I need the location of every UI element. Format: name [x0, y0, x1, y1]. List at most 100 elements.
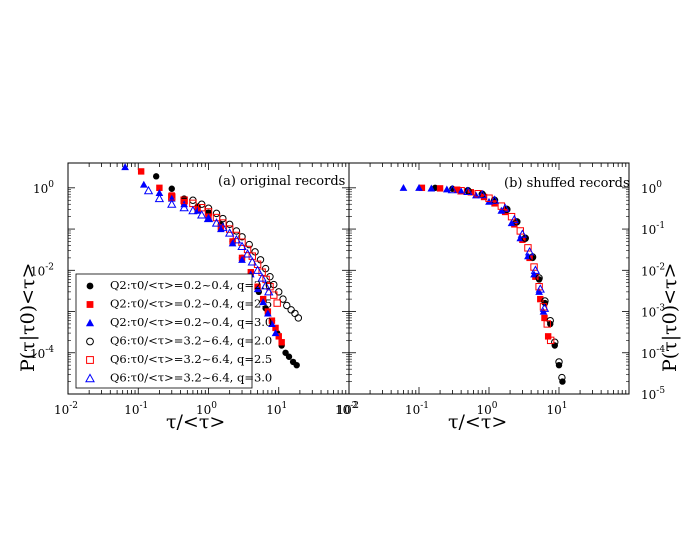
data-point [535, 283, 543, 291]
data-point [558, 373, 566, 382]
y-tick-label: 10-4 [641, 345, 665, 361]
panel-a-x-axis-label: τ/<τ> [166, 411, 225, 433]
data-point [273, 299, 281, 307]
x-tick-label: 10-2 [54, 401, 78, 417]
x-tick-label: 101 [546, 401, 567, 417]
legend-entry-label: Q6:τ0/<τ>=3.2~6.4, q=2.5 [110, 352, 272, 366]
data-point [535, 288, 543, 295]
data-point [219, 214, 227, 223]
data-point [530, 263, 538, 271]
panel-a-original-records: 10-2 10-1 100 101 102 100 10-2 10-4 (a) origin… [30, 162, 358, 417]
data-point [489, 195, 500, 204]
data-point [294, 314, 303, 322]
data-point [541, 297, 549, 305]
panel-a-y-axis-label: P(τ|τ0)<τ> [17, 263, 39, 372]
y-tick-label: 10-5 [641, 386, 665, 402]
data-point [275, 333, 282, 340]
data-point [218, 222, 228, 231]
y-tick-label: 10-3 [641, 304, 665, 320]
legend-marker [86, 356, 94, 364]
data-point [121, 163, 129, 171]
data-point [555, 358, 563, 366]
data-point [539, 303, 550, 312]
data-point [279, 295, 287, 303]
data-point [436, 185, 444, 192]
legend-entry-label: Q2:τ0/<τ>=0.2~0.4, q=3.0 [110, 315, 272, 329]
data-point [539, 303, 548, 311]
data-point [524, 246, 535, 256]
data-point [535, 274, 543, 282]
data-point [530, 265, 541, 274]
data-point [219, 219, 227, 227]
data-point [143, 185, 154, 195]
data-point [167, 199, 177, 208]
y-tick-label: 100 [33, 180, 54, 196]
data-point [252, 265, 263, 274]
x-tick-label: 10-1 [405, 401, 429, 417]
data-point [264, 309, 272, 317]
y-tick-label: 10-2 [30, 262, 54, 278]
data-point [477, 189, 487, 199]
data-point [541, 314, 548, 322]
data-point [535, 284, 545, 293]
data-point [427, 184, 436, 192]
x-tick-label: 102 [336, 401, 357, 417]
data-point [443, 185, 451, 193]
legend-marker [85, 373, 95, 383]
data-point [474, 190, 482, 198]
data-point [257, 273, 267, 282]
x-tick-label: 10-2 [335, 401, 359, 417]
legend-entry-label: Q2:τ0/<τ>=0.2~0.4, q=2.5 [110, 297, 272, 311]
panel-b-axis-ticks [348, 163, 630, 395]
panel-a-data-points [121, 163, 303, 369]
data-point [156, 184, 163, 192]
data-point [268, 320, 276, 328]
data-point [271, 329, 280, 337]
data-point [537, 295, 544, 303]
data-point [551, 338, 559, 346]
data-point [546, 336, 555, 345]
panel-b-frame [348, 162, 630, 395]
data-point [270, 280, 278, 289]
data-point [224, 228, 235, 237]
data-point [253, 285, 262, 293]
legend-entry-label: Q2:τ0/<τ>=0.2~0.4, q=2.0 [110, 278, 272, 292]
data-point [179, 202, 189, 212]
data-point [225, 220, 234, 229]
legend-entry-label: Q6:τ0/<τ>=3.2~6.4, q=2.0 [110, 334, 272, 348]
data-point [242, 249, 253, 258]
legend-entry-label: Q6:τ0/<τ>=3.2~6.4, q=3.0 [110, 371, 272, 385]
data-point [238, 238, 246, 246]
x-tick-label: 10-1 [124, 401, 148, 417]
legend-marker [85, 318, 95, 327]
data-point [231, 234, 242, 244]
data-point [204, 214, 213, 222]
panel-a-y-tick-labels: 100 10-2 10-4 [30, 180, 54, 361]
data-point [139, 180, 148, 188]
data-point [155, 189, 164, 197]
data-point [287, 306, 295, 314]
data-point [453, 186, 461, 193]
data-point [232, 227, 241, 235]
data-point [543, 320, 551, 328]
data-point [544, 333, 552, 340]
data-point [188, 205, 198, 215]
data-point [415, 183, 423, 191]
panel-b-data-points [399, 183, 566, 385]
x-tick-label: 100 [196, 401, 217, 417]
data-point [457, 187, 465, 195]
panel-a-legend: Q2:τ0/<τ>=0.2~0.4, q=2.0 Q2:τ0/<τ>=0.2~0.… [75, 273, 272, 389]
data-point [457, 187, 465, 195]
legend-marker [86, 337, 94, 346]
legend-marker [86, 282, 94, 290]
panel-b-x-tick-labels: 10-2 10-1 100 101 [335, 401, 568, 417]
y-tick-label: 10-1 [641, 221, 665, 237]
panel-b-shuffled-records: 10-2 10-1 100 101 100 10-1 10-2 10-3 10-4 10-5 (… [335, 162, 665, 417]
data-point [259, 298, 268, 306]
data-point [260, 280, 271, 290]
data-point [203, 213, 214, 223]
data-point [500, 203, 510, 212]
panel-b-x-axis-label: τ/<τ> [448, 411, 507, 433]
data-point [212, 209, 221, 218]
